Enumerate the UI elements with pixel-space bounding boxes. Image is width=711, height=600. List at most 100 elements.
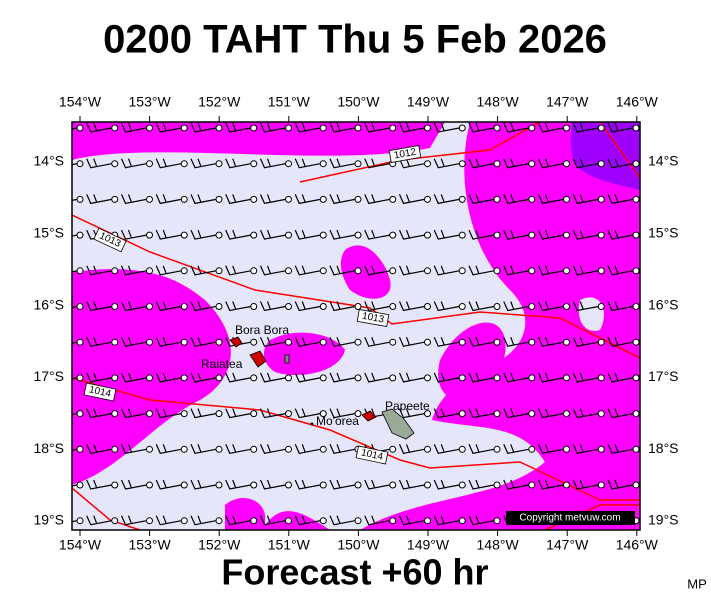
barb bbox=[572, 158, 599, 169]
station bbox=[180, 338, 188, 346]
barb bbox=[259, 229, 286, 240]
barb bbox=[398, 229, 425, 240]
clear-area bbox=[578, 297, 604, 331]
barb bbox=[120, 122, 147, 133]
islands bbox=[229, 336, 415, 440]
barb bbox=[329, 229, 356, 240]
copyright: Copyright metvuw.com bbox=[519, 513, 620, 524]
station bbox=[76, 481, 84, 489]
barb bbox=[433, 444, 460, 454]
station bbox=[285, 195, 292, 203]
barb bbox=[398, 372, 425, 383]
station bbox=[458, 124, 466, 132]
barb bbox=[155, 336, 182, 347]
station bbox=[285, 338, 292, 346]
barb bbox=[120, 265, 147, 276]
station bbox=[458, 267, 466, 275]
barb bbox=[259, 194, 286, 205]
station bbox=[563, 338, 570, 346]
barb bbox=[572, 444, 599, 454]
station bbox=[597, 481, 605, 489]
station bbox=[493, 410, 501, 418]
station bbox=[632, 481, 640, 489]
station bbox=[250, 303, 258, 310]
barb bbox=[190, 444, 217, 454]
island bbox=[361, 410, 377, 422]
station bbox=[389, 338, 397, 346]
station bbox=[632, 267, 640, 275]
station bbox=[528, 124, 536, 132]
station bbox=[180, 303, 188, 310]
lon-label: 150°W bbox=[337, 94, 380, 110]
barb bbox=[607, 194, 634, 205]
station bbox=[180, 160, 188, 168]
station bbox=[111, 517, 119, 525]
barb bbox=[329, 479, 356, 490]
barb bbox=[503, 372, 529, 383]
barb bbox=[86, 158, 112, 169]
barb bbox=[433, 515, 460, 526]
station bbox=[354, 517, 362, 525]
barb bbox=[468, 479, 495, 490]
station bbox=[319, 410, 327, 418]
station bbox=[493, 124, 501, 132]
barb bbox=[572, 229, 599, 240]
station bbox=[528, 338, 536, 346]
barb bbox=[155, 372, 182, 383]
station bbox=[354, 410, 362, 418]
station bbox=[354, 374, 362, 382]
lon-label: 151°W bbox=[268, 537, 311, 553]
place-label: Bora Bora bbox=[235, 323, 289, 337]
barb bbox=[503, 444, 529, 454]
barb bbox=[364, 372, 390, 383]
lon-label: 152°W bbox=[198, 94, 241, 110]
lat-label: 14°S bbox=[33, 153, 64, 169]
station bbox=[528, 410, 536, 418]
lon-label: 154°W bbox=[59, 94, 102, 110]
barb bbox=[259, 444, 286, 454]
station bbox=[354, 303, 362, 310]
barb bbox=[433, 265, 460, 276]
station bbox=[285, 374, 292, 382]
station bbox=[563, 124, 570, 132]
station bbox=[146, 160, 153, 168]
barb bbox=[572, 408, 599, 419]
barb bbox=[294, 301, 321, 312]
station bbox=[563, 160, 570, 168]
station bbox=[458, 195, 466, 203]
barb bbox=[433, 479, 460, 490]
barb bbox=[572, 372, 599, 383]
lon-label: 146°W bbox=[616, 537, 659, 553]
station bbox=[389, 231, 397, 239]
lon-label: 154°W bbox=[59, 537, 102, 553]
station bbox=[111, 195, 119, 203]
barb bbox=[190, 479, 217, 490]
isobar-line bbox=[72, 377, 640, 501]
lon-label: 150°W bbox=[337, 537, 380, 553]
station bbox=[354, 124, 362, 132]
barb bbox=[607, 336, 634, 347]
barb bbox=[503, 479, 529, 490]
lat-label: 18°S bbox=[33, 440, 64, 456]
barb bbox=[537, 122, 564, 133]
station bbox=[180, 517, 188, 525]
station bbox=[528, 160, 536, 168]
station bbox=[597, 374, 605, 382]
barb bbox=[468, 444, 495, 454]
barb bbox=[294, 336, 321, 347]
barb bbox=[294, 479, 321, 490]
isobar-label: 1014 bbox=[355, 445, 389, 465]
station bbox=[563, 303, 570, 310]
station bbox=[76, 517, 84, 525]
barb bbox=[537, 444, 564, 454]
station bbox=[632, 410, 640, 418]
station bbox=[424, 374, 431, 382]
barb bbox=[398, 301, 425, 312]
barb bbox=[225, 194, 251, 205]
isobar-label-box bbox=[83, 382, 117, 402]
isobar-line bbox=[599, 122, 640, 179]
barb bbox=[294, 194, 321, 205]
barb bbox=[120, 444, 147, 454]
station bbox=[146, 410, 153, 418]
barb bbox=[364, 229, 390, 240]
